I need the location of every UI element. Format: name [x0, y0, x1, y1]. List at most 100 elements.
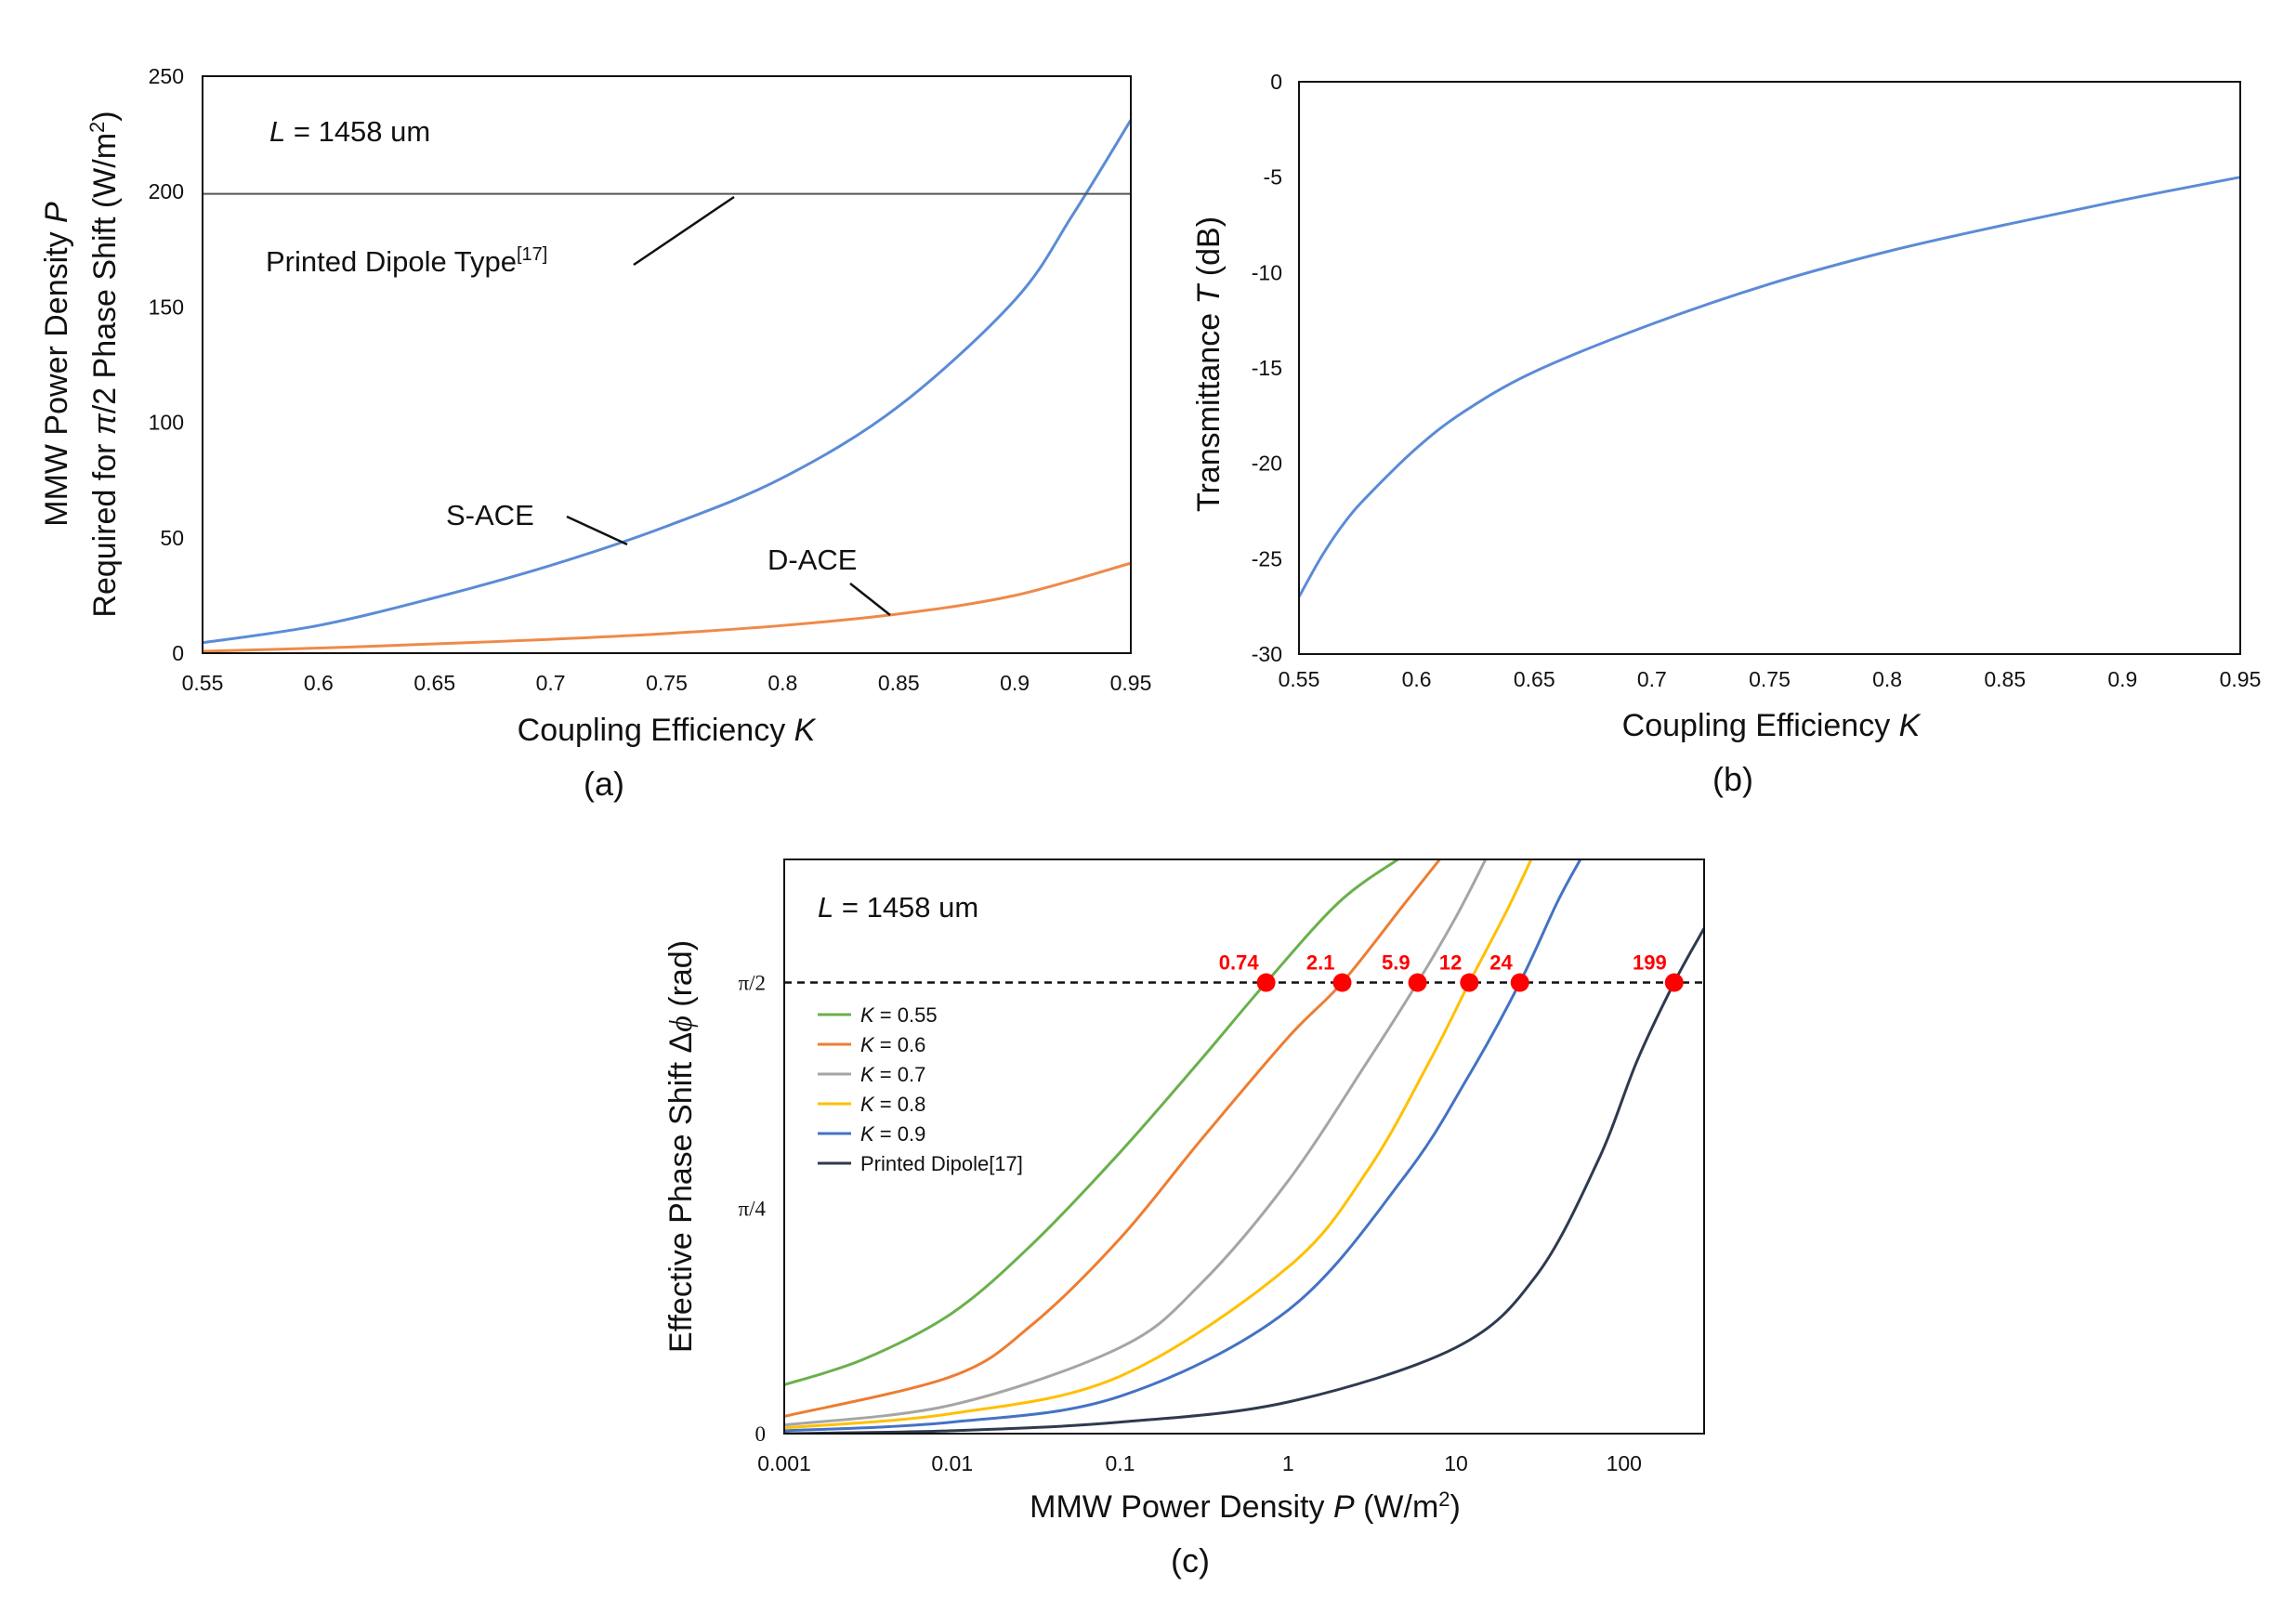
panel-b-x-tick-label: 0.9	[2107, 667, 2137, 691]
panel-c-series	[784, 859, 1704, 1434]
panel-b-plot-frame	[1298, 81, 2241, 655]
panel-c-y-axis-label: Effective Phase Shift Δϕ (rad)	[663, 940, 699, 1353]
panel-b-x-tick-label: 0.65	[1514, 667, 1555, 691]
panel-a-x-tick-label: 0.6	[304, 671, 334, 695]
panel-a-y-tick-label: 150	[149, 295, 184, 319]
panel-c-series-k-0-7	[784, 859, 1488, 1427]
panel-c-marked-point	[1408, 973, 1427, 992]
panel-a-x-tick-label: 0.75	[646, 671, 688, 695]
panel-b-x-tick-label: 0.6	[1402, 667, 1432, 691]
panel-c-series-k-0-9	[784, 859, 1582, 1433]
panel-c-legend: K = 0.55 K = 0.6 K = 0.7 K = 0.8 K = 0.9 Prin…	[818, 1003, 1023, 1175]
panel-b-y-tick-label: -5	[1264, 165, 1282, 190]
panel-c-legend-label: K = 0.9	[860, 1122, 925, 1146]
panel-a-dipole-leader-line	[633, 195, 735, 267]
panel-c-y-tick-label: 0	[755, 1422, 767, 1446]
panel-a-x-tick-label: 0.7	[536, 671, 566, 695]
panel-c-y-tick-label: π/4	[738, 1197, 766, 1220]
panel-c-x-tick-label: 100	[1607, 1451, 1642, 1475]
panel-c-y-tick-label: π/2	[738, 972, 766, 995]
panel-c-series-k-0-8	[784, 859, 1533, 1430]
panel-c-series-k-0-55	[784, 859, 1399, 1386]
panel-a-y-tick-label: 100	[149, 411, 184, 435]
panel-b-y-ticks: -30 -25 -20 -15 -10 -5 0	[1252, 70, 1282, 666]
panel-c-series-printed-dipole-17	[784, 927, 1704, 1434]
panel-b-x-tick-label: 0.85	[1984, 667, 2026, 691]
panel-c-marked-point-label: 5.9	[1382, 951, 1410, 975]
panel-a-x-tick-label: 0.85	[878, 671, 920, 695]
panel-b-x-tick-label: 0.8	[1872, 667, 1902, 691]
panel-c-marked-point-label: 2.1	[1306, 951, 1335, 975]
panel-a-x-tick-label: 0.95	[1110, 671, 1152, 695]
panel-b-x-tick-label: 0.75	[1749, 667, 1791, 691]
panel-a-series	[202, 119, 1133, 653]
panel-a-length-annotation: L = 1458 um	[269, 115, 430, 148]
panel-b-caption: (b)	[1712, 760, 1753, 798]
panel-a-dipole-label: Printed Dipole Type[17]	[266, 244, 547, 278]
panel-b-y-tick-label: 0	[1270, 70, 1282, 94]
panel-c-legend-label: K = 0.7	[860, 1063, 925, 1086]
panel-c-x-tick-label: 0.01	[931, 1451, 973, 1475]
panel-b-x-ticks: 0.55 0.6 0.65 0.7 0.75 0.8 0.85 0.9 0.95	[1279, 667, 2262, 691]
panel-c-marked-point-label: 12	[1439, 951, 1462, 975]
panel-a-y-ticks: 0 50 100 150 200 250	[149, 64, 184, 665]
panel-c-x-ticks: 0.001 0.01 0.1 1 10 100	[757, 1451, 1642, 1475]
panel-a-x-axis-label: Coupling Efficiency K	[518, 713, 817, 748]
panel-c-length-annotation: L = 1458 um	[818, 891, 978, 924]
panel-b-series	[1297, 176, 2241, 598]
panel-b-y-tick-label: -10	[1252, 260, 1282, 284]
panel-a-x-ticks: 0.55 0.6 0.65 0.7 0.75 0.8 0.85 0.9 0.95	[182, 671, 1152, 695]
panel-a-plot-frame	[202, 75, 1132, 654]
panel-a-y-axis-label-line1: MMW Power Density P	[39, 202, 74, 527]
panel-c-x-axis-label: MMW Power Density P (W/m2)	[1030, 1487, 1461, 1525]
panel-c-plot-frame	[783, 858, 1705, 1435]
panel-c-marked-point-label: 0.74	[1219, 951, 1260, 975]
panel-a: 0.55 0.6 0.65 0.7 0.75 0.8 0.85 0.9 0.95 0 50 100 1…	[39, 64, 1151, 803]
panel-c-x-tick-label: 1	[1282, 1451, 1294, 1475]
panel-c-marked-point-label: 199	[1633, 951, 1667, 975]
panel-b: 0.55 0.6 0.65 0.7 0.75 0.8 0.85 0.9 0.95 -30-25-…	[1191, 70, 2261, 798]
panel-a-y-axis-label-line2: Required for π/2 Phase Shift (W/m2)	[85, 111, 123, 617]
panel-a-series-s-ace	[202, 119, 1133, 645]
panel-a-x-tick-label: 0.9	[1000, 671, 1030, 695]
panel-b-x-tick-label: 0.7	[1637, 667, 1667, 691]
panel-b-x-axis-label: Coupling Efficiency K	[1622, 708, 1922, 743]
panel-c-x-tick-label: 0.1	[1106, 1451, 1135, 1475]
panel-a-y-tick-label: 50	[160, 526, 184, 550]
panel-b-y-tick-label: -30	[1252, 642, 1282, 666]
panel-b-y-axis-label: Transmittance T (dB)	[1191, 216, 1227, 512]
panel-c-x-tick-label: 0.001	[757, 1451, 811, 1475]
panel-c: 0.74 2.1 5.9 12 24 199 0.001 0.01 0.1 1 10 100 0 π/…	[663, 858, 1705, 1579]
panel-c-marked-point	[1332, 973, 1352, 992]
panel-c-y-ticks: 0 π/4 π/2	[738, 972, 766, 1446]
panel-c-marked-point	[1664, 973, 1684, 992]
panel-c-marked-point	[1510, 973, 1529, 992]
panel-a-series-d-ace	[202, 561, 1132, 653]
panel-a-caption: (a)	[584, 765, 624, 803]
panel-a-d-ace-leader-line	[849, 583, 891, 616]
panel-b-y-tick-label: -25	[1252, 546, 1282, 570]
panel-a-y-tick-label: 250	[149, 64, 184, 88]
panel-c-legend-label: K = 0.55	[860, 1003, 938, 1027]
panel-c-marked-point	[1460, 973, 1479, 992]
panel-a-s-ace-label: S-ACE	[446, 499, 534, 531]
panel-b-y-tick-label: -20	[1252, 452, 1282, 476]
panel-a-y-tick-label: 0	[172, 641, 184, 665]
panel-c-series-k-0-6	[784, 859, 1441, 1418]
panel-a-y-tick-label: 200	[149, 179, 184, 203]
panel-c-caption: (c)	[1171, 1541, 1210, 1579]
panel-c-marked-points: 0.74 2.1 5.9 12 24 199	[1219, 951, 1684, 992]
panel-c-marked-point	[1256, 973, 1276, 992]
panel-a-s-ace-leader-line	[566, 515, 628, 546]
panel-b-x-tick-label: 0.95	[2220, 667, 2262, 691]
panel-c-legend-label: K = 0.6	[860, 1033, 925, 1056]
panel-c-legend-label: Printed Dipole[17]	[860, 1152, 1023, 1175]
panel-a-x-tick-label: 0.8	[768, 671, 797, 695]
panel-b-y-tick-label: -15	[1252, 356, 1282, 380]
panel-b-x-tick-label: 0.55	[1279, 667, 1320, 691]
panel-c-legend-label: K = 0.8	[860, 1093, 925, 1116]
panel-c-marked-point-label: 24	[1489, 951, 1513, 975]
panel-a-x-tick-label: 0.55	[182, 671, 224, 695]
panel-a-x-tick-label: 0.65	[413, 671, 455, 695]
